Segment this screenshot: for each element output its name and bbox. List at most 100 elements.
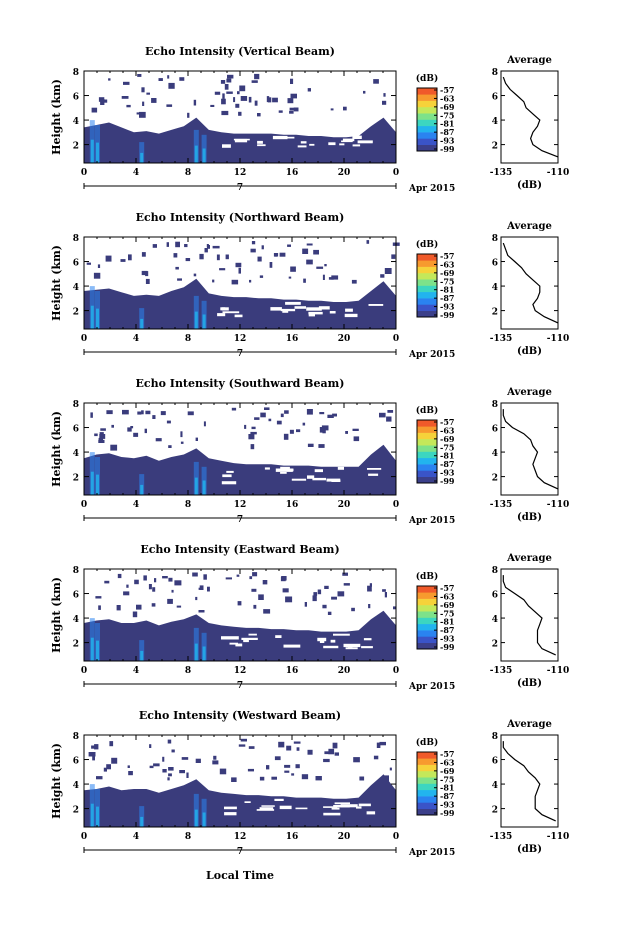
echo-speck <box>368 604 371 609</box>
echo-gap <box>361 646 373 649</box>
colorbar-segment <box>417 144 437 152</box>
echo-speck <box>145 278 150 284</box>
echo-speck <box>253 604 257 609</box>
echo-streak-core <box>140 484 144 495</box>
echo-speck <box>289 429 294 434</box>
echo-speck <box>250 431 257 435</box>
echo-speck <box>278 110 283 113</box>
echo-speck <box>382 589 386 592</box>
avg-y-tick-label: 4 <box>492 283 498 293</box>
colorbar-segment <box>417 470 437 477</box>
echo-speck <box>250 248 256 253</box>
colorbar-segment <box>417 291 437 299</box>
echo-speck <box>173 253 178 258</box>
x-tick-label: 16 <box>286 832 299 842</box>
echo-speck <box>127 765 130 768</box>
echo-speck <box>321 425 329 431</box>
colorbar-segment <box>417 752 437 759</box>
echo-speck <box>352 428 359 431</box>
echo-speck <box>171 589 174 593</box>
echo-gap <box>334 802 350 805</box>
echo-speck <box>312 595 317 602</box>
echo-streak <box>139 142 145 163</box>
echo-speck <box>290 93 297 99</box>
echo-speck <box>179 770 185 774</box>
y-tick-label: 6 <box>73 591 79 601</box>
echo-speck <box>382 100 387 105</box>
avg-x-label: (dB) <box>517 346 542 357</box>
x-tick-label: 0 <box>393 500 399 510</box>
echo-speck <box>254 100 258 106</box>
echo-streak-core <box>140 318 144 329</box>
echo-speck <box>280 413 284 418</box>
avg-x-label: (dB) <box>517 844 542 855</box>
x-tick-label: 0 <box>393 832 399 842</box>
echo-speck <box>272 97 278 103</box>
echo-speck <box>121 96 129 99</box>
echo-speck <box>290 266 296 272</box>
echo-speck <box>88 752 96 757</box>
echo-gap <box>224 812 237 816</box>
colorbar-segment <box>417 285 437 293</box>
echo-speck <box>226 78 232 83</box>
colorbar-tick-label: -63 <box>440 425 455 435</box>
echo-speck <box>167 598 173 604</box>
echo-speck <box>92 756 95 761</box>
echo-speck <box>273 253 279 257</box>
echo-speck <box>389 767 392 771</box>
colorbar-segment <box>417 642 437 650</box>
echo-speck <box>203 574 207 580</box>
echo-speck <box>108 78 111 81</box>
x-tick-label: 12 <box>234 666 247 676</box>
echo-gap <box>345 647 358 650</box>
echo-speck <box>363 90 366 94</box>
echo-speck <box>248 434 255 440</box>
panel-title: Echo Intensity (Vertical Beam) <box>145 45 335 58</box>
echo-gap <box>256 809 275 811</box>
echo-speck <box>210 104 215 107</box>
y-tick-label: 8 <box>73 234 79 244</box>
echo-speck <box>366 240 370 244</box>
colorbar-tick-label: -69 <box>440 434 455 444</box>
echo-speck <box>136 604 142 610</box>
echo-speck <box>257 113 261 117</box>
echo-gap <box>300 141 307 144</box>
echo-speck <box>240 738 247 742</box>
echo-speck <box>282 588 289 593</box>
echo-speck <box>324 264 327 267</box>
echo-gap <box>345 308 353 312</box>
avg-x-label: (dB) <box>517 512 542 523</box>
echo-gap <box>323 645 339 649</box>
avg-frame <box>500 568 559 662</box>
echo-streak-core <box>140 650 144 661</box>
echo-speck <box>376 742 381 748</box>
echo-streak-core <box>194 145 198 163</box>
colorbar-tick-label: -87 <box>440 459 454 469</box>
avg-title: Average <box>506 55 552 66</box>
echo-gap <box>328 142 336 146</box>
echo-speck <box>204 248 208 253</box>
echo-speck <box>306 259 313 265</box>
date-tick-label: 7 <box>237 847 243 857</box>
avg-y-tick-label: 2 <box>492 806 498 816</box>
echo-speck <box>93 272 101 279</box>
avg-y-tick-label: 2 <box>492 142 498 152</box>
echo-speck <box>168 577 173 582</box>
echo-speck <box>152 415 156 419</box>
colorbar-segment <box>417 438 437 446</box>
echo-speck <box>177 278 182 281</box>
echo-speck <box>322 274 325 280</box>
echo-streak-core <box>96 474 99 495</box>
echo-speck <box>158 78 163 81</box>
echo-speck <box>141 252 146 257</box>
colorbar-segment <box>417 310 437 318</box>
echo-speck <box>199 585 204 590</box>
x-tick-label: 0 <box>393 168 399 178</box>
echo-gap <box>275 468 293 472</box>
y-axis-label: Height (km) <box>50 79 63 155</box>
echo-speck <box>322 604 327 609</box>
echo-speck <box>319 427 324 433</box>
colorbar-frame <box>416 87 438 152</box>
echo-speck <box>91 107 98 113</box>
date-label: Apr 2015 <box>408 682 455 692</box>
